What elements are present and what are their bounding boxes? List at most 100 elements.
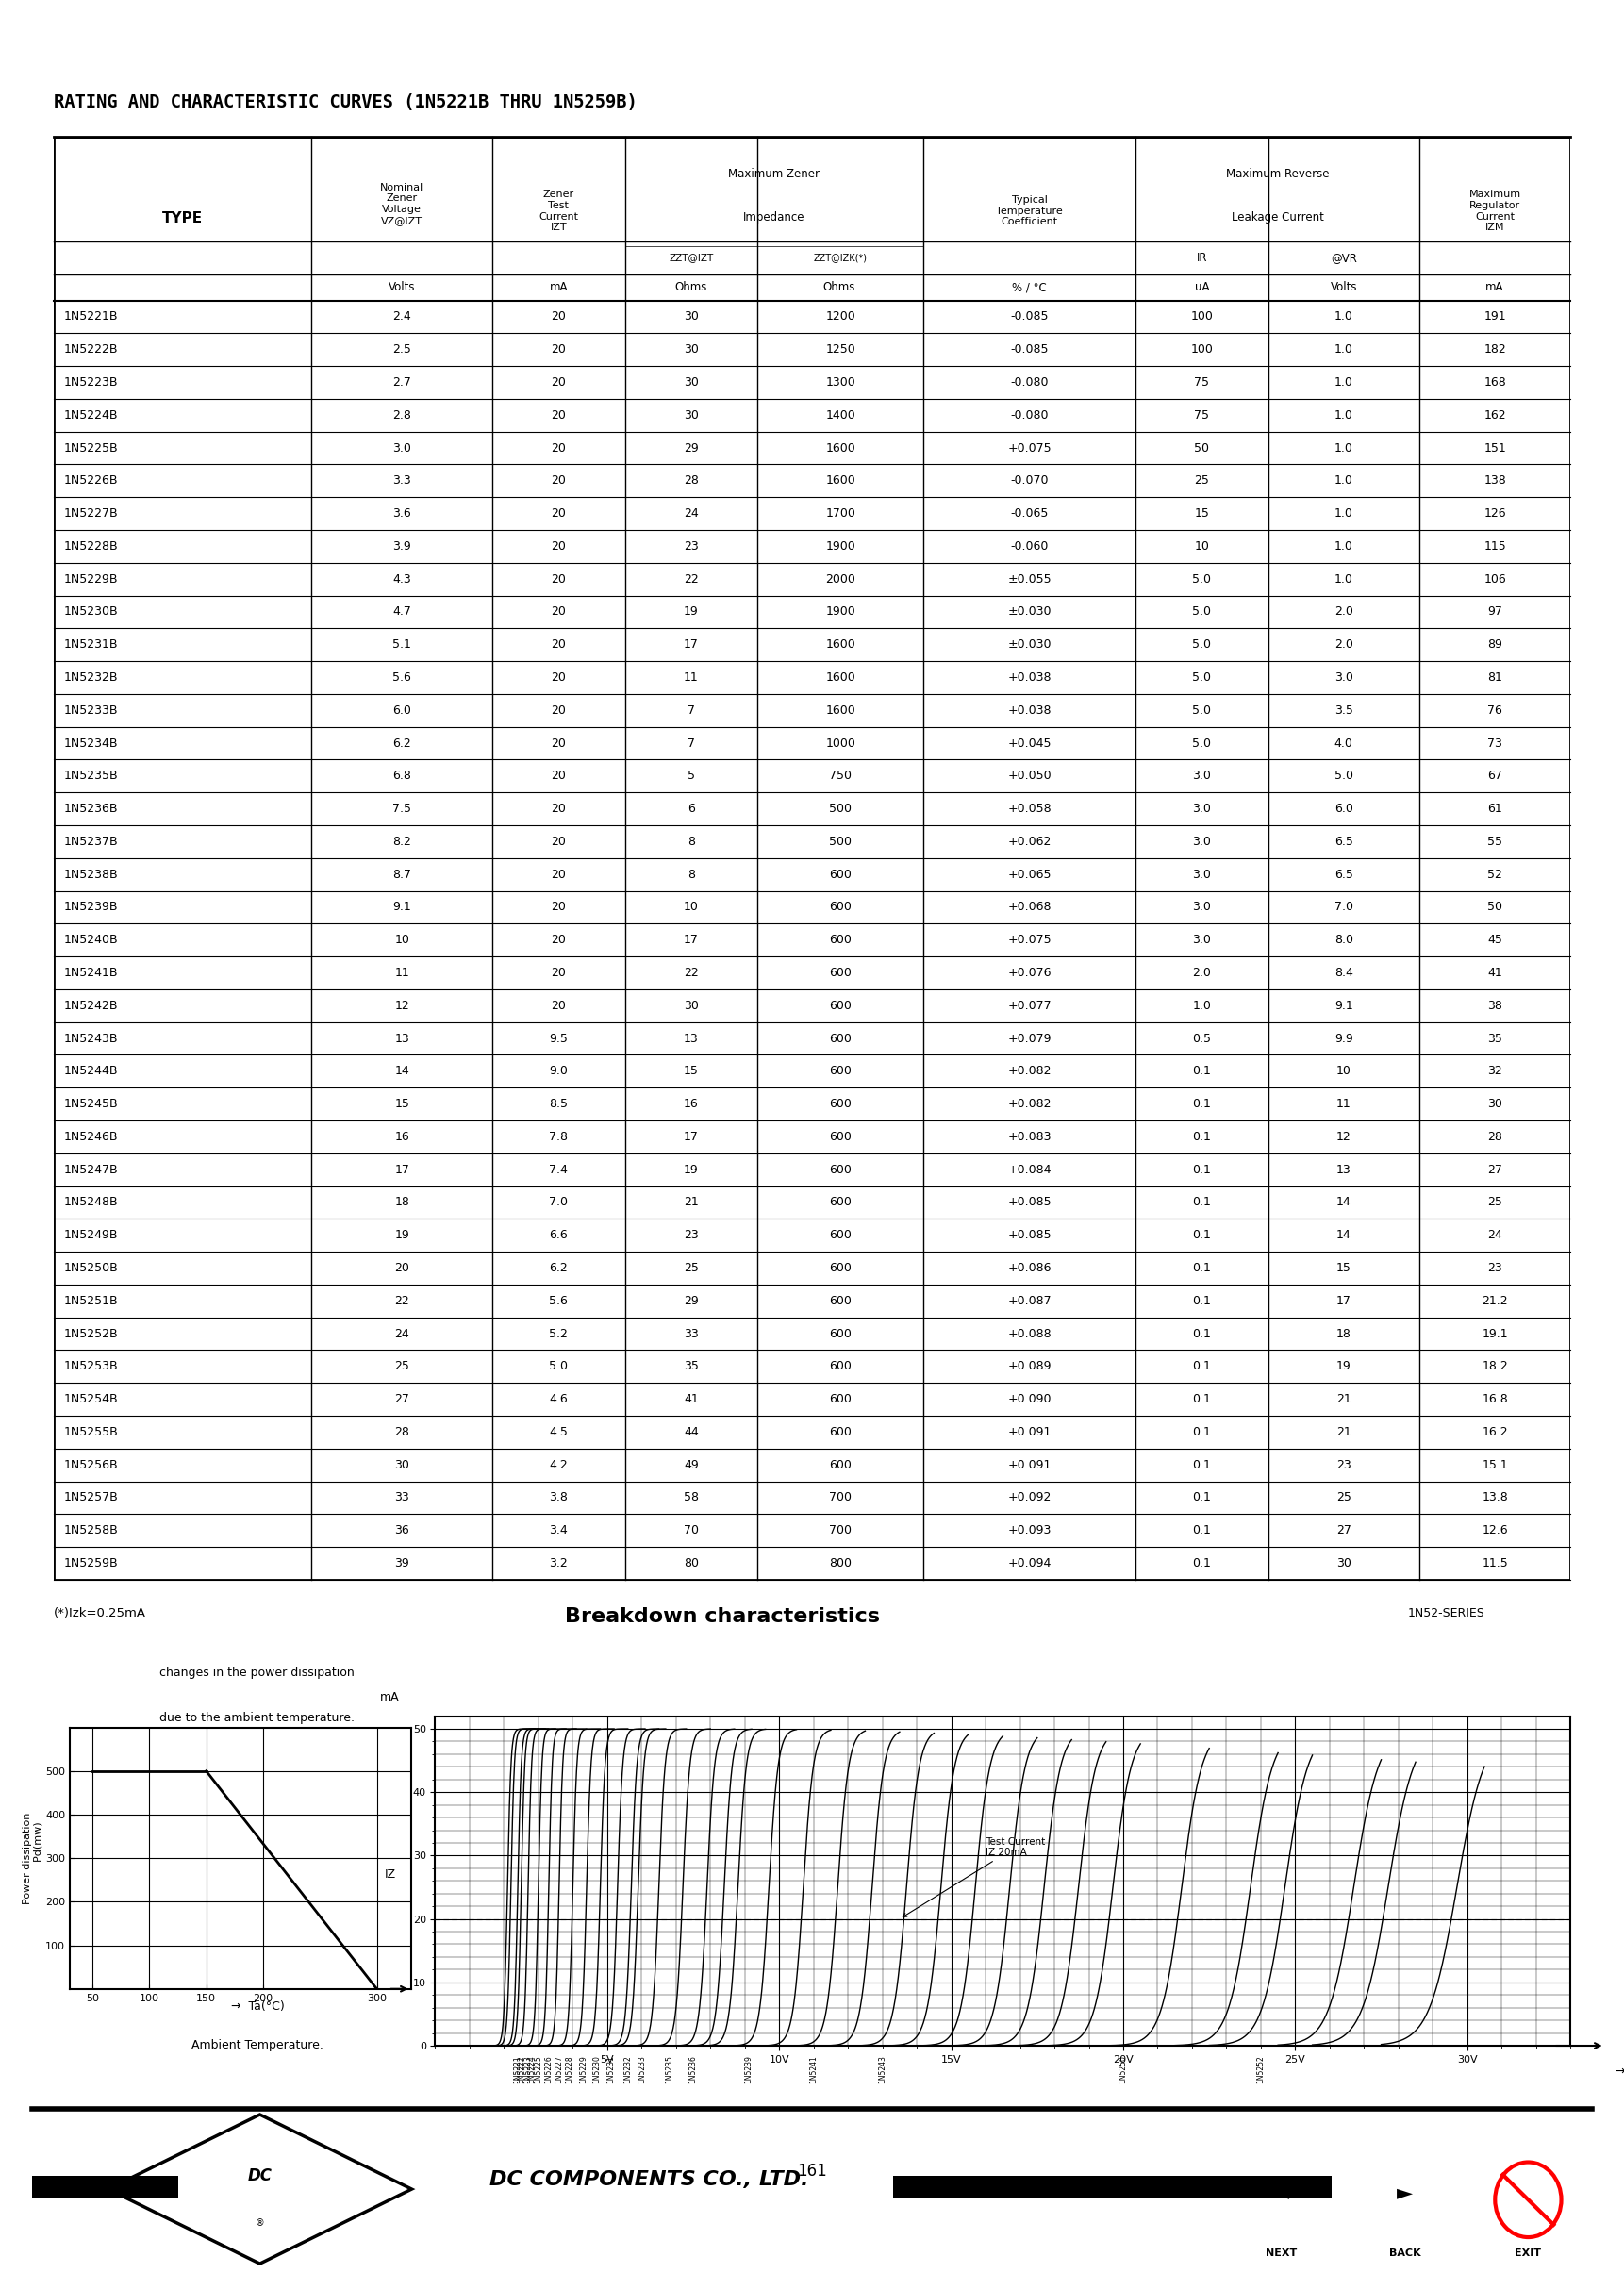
Text: 600: 600: [830, 1196, 853, 1209]
Text: 0.1: 0.1: [1192, 1196, 1212, 1209]
Text: +0.038: +0.038: [1007, 705, 1051, 716]
Text: +0.065: +0.065: [1007, 868, 1051, 880]
Text: 151: 151: [1484, 441, 1505, 455]
Text: 1N5233B: 1N5233B: [65, 705, 119, 716]
Text: 76: 76: [1488, 705, 1502, 716]
Text: 11: 11: [1337, 1098, 1351, 1109]
Text: 600: 600: [830, 900, 853, 914]
Text: 25: 25: [1337, 1491, 1351, 1505]
Text: Ambient Temperature.: Ambient Temperature.: [192, 2039, 323, 2050]
Text: EXIT: EXIT: [1515, 2248, 1541, 2257]
Text: 1N5228B: 1N5228B: [65, 541, 119, 552]
Text: 1600: 1600: [825, 639, 856, 650]
Text: 22: 22: [684, 966, 698, 980]
Text: 9.9: 9.9: [1335, 1032, 1353, 1046]
Text: +0.084: +0.084: [1007, 1164, 1051, 1175]
Text: 600: 600: [830, 1393, 853, 1405]
Text: 32: 32: [1488, 1066, 1502, 1077]
Text: 0.1: 0.1: [1192, 1098, 1212, 1109]
Text: Ohms: Ohms: [676, 282, 708, 293]
Text: 20: 20: [551, 409, 567, 421]
Text: 4.3: 4.3: [393, 573, 411, 586]
Text: 6.2: 6.2: [393, 736, 411, 750]
Text: +0.058: +0.058: [1007, 802, 1051, 816]
Text: +0.050: +0.050: [1007, 771, 1051, 782]
Text: % / °C: % / °C: [1012, 282, 1047, 293]
Text: 162: 162: [1484, 409, 1505, 421]
Text: +0.088: +0.088: [1007, 1327, 1051, 1339]
Text: 41: 41: [1488, 966, 1502, 980]
Text: +0.079: +0.079: [1007, 1032, 1051, 1046]
Text: 1N5229B: 1N5229B: [65, 573, 119, 586]
Text: 0.1: 0.1: [1192, 1525, 1212, 1537]
Text: Test Current
IZ 20mA: Test Current IZ 20mA: [903, 1837, 1046, 1916]
Text: 35: 35: [684, 1359, 698, 1373]
Text: 126: 126: [1484, 507, 1505, 521]
Text: 1N5222B: 1N5222B: [65, 343, 119, 357]
Text: 1N5226B: 1N5226B: [65, 475, 119, 486]
Text: -0.085: -0.085: [1010, 311, 1049, 323]
Text: Ohms.: Ohms.: [823, 282, 859, 293]
Text: 67: 67: [1488, 771, 1502, 782]
Text: 1900: 1900: [825, 541, 856, 552]
Text: 23: 23: [1488, 1262, 1502, 1275]
Text: +0.091: +0.091: [1007, 1425, 1051, 1439]
Text: 1.0: 1.0: [1335, 573, 1353, 586]
Text: 23: 23: [684, 541, 698, 552]
Text: 1N5243: 1N5243: [879, 2055, 887, 2084]
Text: 1N5227B: 1N5227B: [65, 507, 119, 521]
Text: 500: 500: [830, 802, 853, 816]
Text: 6.6: 6.6: [549, 1230, 568, 1241]
Text: 24: 24: [684, 507, 698, 521]
Text: -0.080: -0.080: [1010, 409, 1049, 421]
Text: 1N5254B: 1N5254B: [65, 1393, 119, 1405]
Text: 3.0: 3.0: [1192, 934, 1212, 946]
Text: mA: mA: [549, 282, 568, 293]
Text: 1000: 1000: [825, 736, 856, 750]
Text: 3.8: 3.8: [549, 1491, 568, 1505]
Text: 7.8: 7.8: [549, 1130, 568, 1143]
Text: 4.7: 4.7: [393, 607, 411, 618]
Text: 20: 20: [551, 802, 567, 816]
Text: 138: 138: [1484, 475, 1505, 486]
Text: 20: 20: [551, 343, 567, 357]
Text: 75: 75: [1194, 377, 1210, 389]
Text: +0.092: +0.092: [1007, 1491, 1051, 1505]
Text: +0.077: +0.077: [1007, 1000, 1051, 1011]
Text: 14: 14: [1337, 1196, 1351, 1209]
Text: Volts: Volts: [1330, 282, 1358, 293]
Text: 3.0: 3.0: [1192, 771, 1212, 782]
Text: 8.5: 8.5: [549, 1098, 568, 1109]
Text: +0.089: +0.089: [1007, 1359, 1051, 1373]
Text: 30: 30: [1337, 1557, 1351, 1568]
Text: 1N5251B: 1N5251B: [65, 1296, 119, 1307]
Text: 1600: 1600: [825, 475, 856, 486]
Text: 75: 75: [1194, 409, 1210, 421]
Text: 1N5237B: 1N5237B: [65, 836, 119, 848]
Text: 20: 20: [551, 441, 567, 455]
Text: 21: 21: [1337, 1425, 1351, 1439]
Text: 30: 30: [684, 343, 698, 357]
Text: 2.0: 2.0: [1335, 639, 1353, 650]
Text: 33: 33: [395, 1491, 409, 1505]
Text: 20: 20: [551, 639, 567, 650]
Text: 12: 12: [1337, 1130, 1351, 1143]
Text: 6.5: 6.5: [1335, 868, 1353, 880]
Text: 15: 15: [395, 1098, 409, 1109]
Text: 1N5225: 1N5225: [534, 2055, 542, 2084]
Text: 20: 20: [551, 607, 567, 618]
Text: 1N52-SERIES: 1N52-SERIES: [1408, 1607, 1484, 1618]
Text: +0.090: +0.090: [1007, 1393, 1051, 1405]
Text: 1.0: 1.0: [1335, 541, 1353, 552]
Text: 7.4: 7.4: [549, 1164, 568, 1175]
Text: 600: 600: [830, 1262, 853, 1275]
Text: 1N5252: 1N5252: [1257, 2055, 1265, 2084]
Text: 1N5248B: 1N5248B: [65, 1196, 119, 1209]
Text: 7: 7: [687, 736, 695, 750]
Text: ►: ►: [1397, 2184, 1413, 2203]
Text: 1N5252B: 1N5252B: [65, 1327, 119, 1339]
Text: 15: 15: [684, 1066, 698, 1077]
Text: 18: 18: [395, 1196, 409, 1209]
Text: 1N5234B: 1N5234B: [65, 736, 119, 750]
Text: @VR: @VR: [1330, 252, 1358, 264]
